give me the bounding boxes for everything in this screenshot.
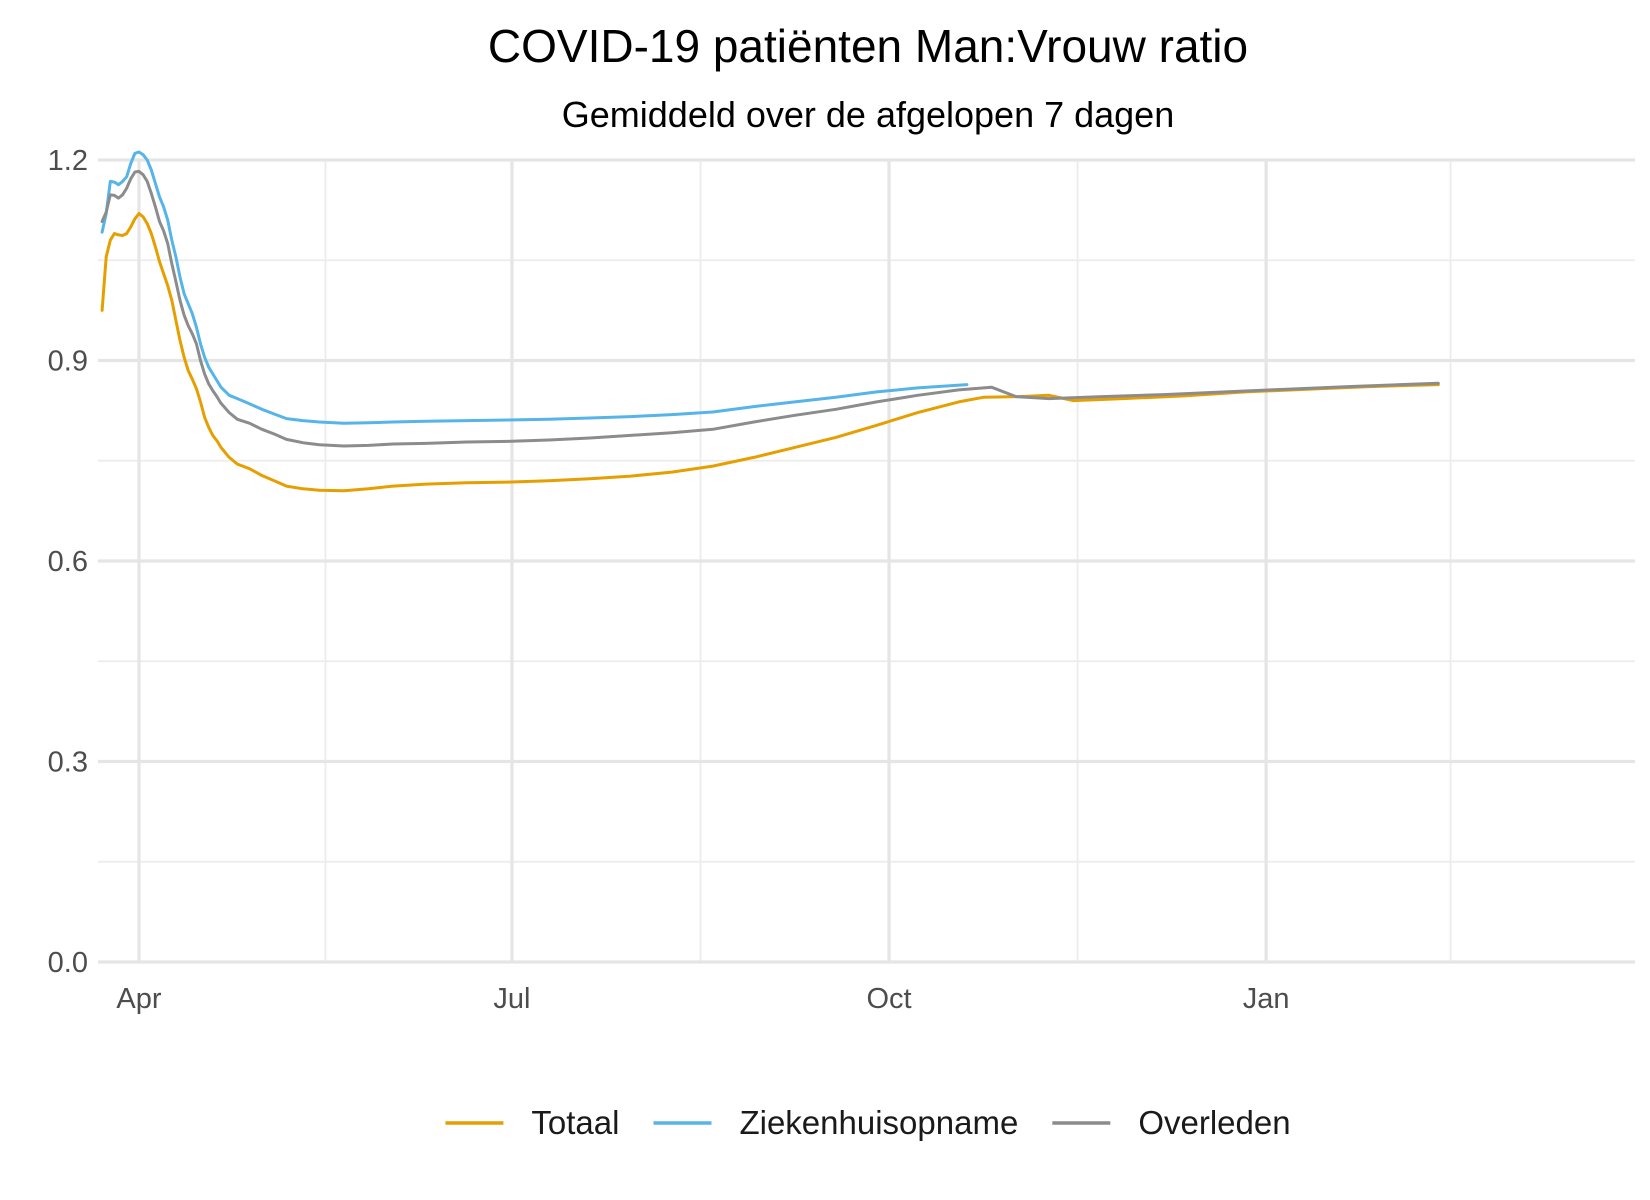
y-tick-label-3: 0.9 xyxy=(48,346,88,378)
series-lines xyxy=(100,150,1440,493)
y-tick-label-2: 0.6 xyxy=(48,546,88,578)
grid xyxy=(98,158,1635,964)
legend-label-ziekenhuisopname: Ziekenhuisopname xyxy=(739,1104,1018,1141)
x-tick-label-1: Jul xyxy=(493,983,530,1015)
x-tick-label-3: Jan xyxy=(1243,983,1290,1015)
legend-label-totaal: Totaal xyxy=(531,1104,619,1141)
y-tick-label-0: 0.0 xyxy=(48,947,88,979)
series-line-overleden xyxy=(100,169,1440,448)
series-line-ziekenhuisopname xyxy=(100,150,969,425)
plot-panel xyxy=(98,150,1635,964)
legend-label-overleden: Overleden xyxy=(1138,1104,1290,1141)
chart-title: COVID-19 patiënten Man:Vrouw ratio xyxy=(488,20,1248,72)
series-line-totaal xyxy=(100,212,1440,493)
y-tick-label-1: 0.3 xyxy=(48,747,88,779)
y-axis: 0.0 0.3 0.6 0.9 1.2 xyxy=(48,145,88,979)
chart-subtitle: Gemiddeld over de afgelopen 7 dagen xyxy=(562,94,1174,135)
y-tick-label-4: 1.2 xyxy=(48,145,88,177)
x-tick-label-0: Apr xyxy=(116,983,161,1015)
x-tick-label-2: Oct xyxy=(866,983,911,1015)
legend: Totaal Ziekenhuisopname Overleden xyxy=(445,1104,1291,1141)
x-axis: Apr Jul Oct Jan xyxy=(116,983,1289,1015)
